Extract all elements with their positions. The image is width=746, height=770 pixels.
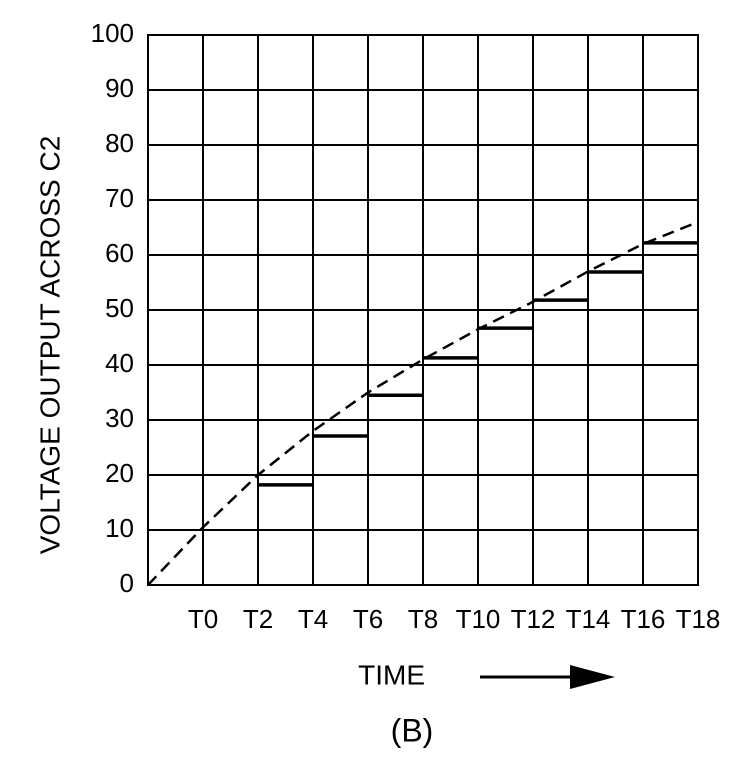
caption: (B): [391, 712, 434, 748]
y-tick-label: 10: [105, 513, 134, 543]
x-tick-label: T14: [566, 604, 611, 634]
y-axis-label: VOLTAGE OUTPUT ACROSS C2: [34, 136, 65, 555]
x-tick-label: T8: [408, 604, 438, 634]
y-tick-label: 60: [105, 238, 134, 268]
x-tick-label: T0: [188, 604, 218, 634]
x-tick-label: T12: [511, 604, 556, 634]
x-tick-label: T4: [298, 604, 328, 634]
y-tick-label: 40: [105, 348, 134, 378]
y-tick-label: 90: [105, 73, 134, 103]
y-tick-label: 80: [105, 128, 134, 158]
x-tick-label: T2: [243, 604, 273, 634]
y-tick-label: 0: [120, 568, 134, 598]
x-tick-label: T10: [456, 604, 501, 634]
x-tick-label: T6: [353, 604, 383, 634]
y-tick-label: 30: [105, 403, 134, 433]
x-tick-label: T18: [676, 604, 721, 634]
y-tick-label: 100: [91, 18, 134, 48]
y-tick-label: 70: [105, 183, 134, 213]
x-axis-label: TIME: [358, 659, 425, 690]
x-tick-label: T16: [621, 604, 666, 634]
y-tick-label: 50: [105, 293, 134, 323]
y-tick-label: 20: [105, 458, 134, 488]
x-axis-arrow: [480, 665, 615, 689]
